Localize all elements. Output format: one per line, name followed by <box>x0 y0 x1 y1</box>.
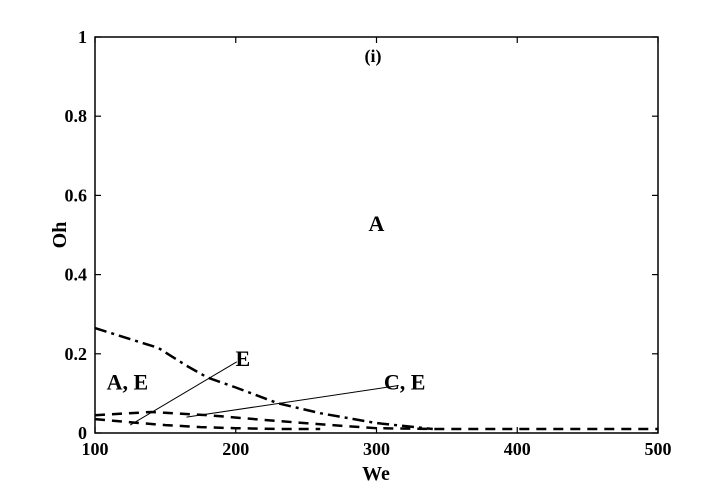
annotation-layer: A A, E E C, E <box>107 211 426 426</box>
x-axis-label: We <box>362 463 390 485</box>
tick-layer: 100 200 300 400 500 0 0.2 0.4 0.6 0.8 1 <box>65 27 672 459</box>
series-line-2 <box>94 410 658 431</box>
x-tick-label: 400 <box>504 439 531 459</box>
y-tick-label: 0 <box>78 423 87 443</box>
region-label: A <box>369 211 385 236</box>
region-label: C, E <box>384 370 426 395</box>
region-label: A, E <box>107 370 149 395</box>
series-line-3 <box>94 417 321 431</box>
y-tick-label: 0.8 <box>65 106 88 126</box>
x-tick-label: 100 <box>82 439 109 459</box>
y-tick-label: 0.4 <box>65 265 88 285</box>
x-tick-label: 300 <box>363 439 390 459</box>
y-tick-label: 0.6 <box>65 185 88 205</box>
annotation-pointer-line <box>186 385 399 418</box>
series-layer <box>94 326 658 431</box>
x-tick-label: 500 <box>645 439 672 459</box>
region-label: E <box>235 346 250 371</box>
x-tick-label: 200 <box>222 439 249 459</box>
y-tick-label: 1 <box>78 27 87 47</box>
annotation-pointer-line <box>129 361 238 426</box>
series-line-1 <box>94 326 433 431</box>
y-axis-label: Oh <box>49 222 71 249</box>
panel-label: (i) <box>365 46 382 67</box>
y-tick-label: 0.2 <box>65 344 88 364</box>
